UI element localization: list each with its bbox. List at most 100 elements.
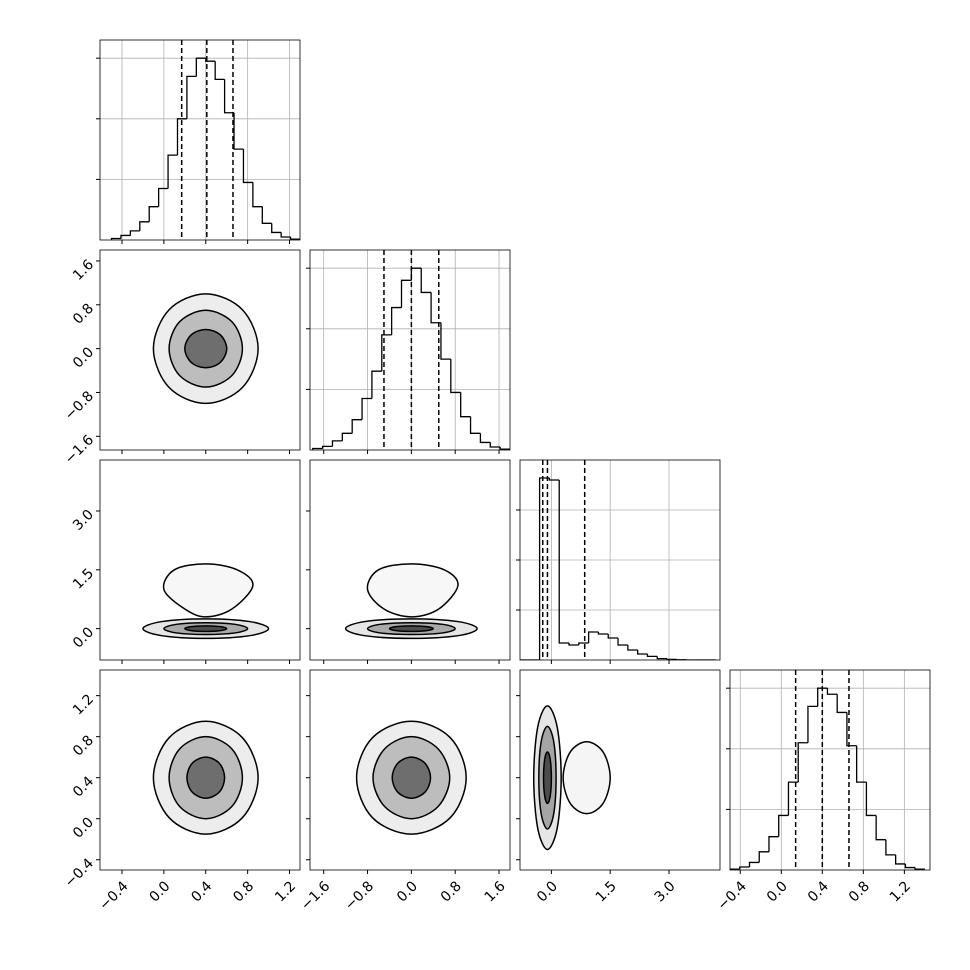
hist-step xyxy=(420,268,432,294)
hist-step xyxy=(894,854,906,865)
x-tick-label: 0.4 xyxy=(805,878,832,905)
hist-step xyxy=(321,445,333,449)
hist-step xyxy=(261,206,272,224)
y-tick-label: 0.8 xyxy=(70,301,97,328)
x-tick-label: −0.8 xyxy=(342,878,377,913)
hist-step xyxy=(280,232,291,238)
panel xyxy=(310,250,510,450)
x-tick-label: 1.2 xyxy=(887,878,914,905)
hist-step xyxy=(289,236,300,240)
hist-step xyxy=(381,334,392,372)
hist-step xyxy=(914,867,925,870)
hist-step xyxy=(195,57,206,77)
hist-step xyxy=(885,839,896,856)
hist-step xyxy=(730,868,740,870)
hist-step xyxy=(233,112,244,150)
hist-step xyxy=(271,223,282,234)
hist-step xyxy=(797,742,808,783)
contour xyxy=(542,751,553,805)
hist-step xyxy=(341,432,353,441)
panel-frame xyxy=(99,459,301,661)
hist-step xyxy=(331,440,343,447)
hist-step xyxy=(826,688,838,695)
hist-step xyxy=(351,419,363,434)
hist-step xyxy=(499,446,510,450)
x-tick-label: 0.0 xyxy=(764,878,791,905)
hist-step xyxy=(538,477,550,660)
hist-step xyxy=(846,712,857,747)
hist-step xyxy=(758,851,769,863)
contour xyxy=(562,741,611,815)
x-tick-label: 0.8 xyxy=(438,878,465,905)
hist-step xyxy=(371,370,382,399)
panel-frame xyxy=(99,39,301,241)
panel xyxy=(142,563,270,640)
hist-step xyxy=(787,781,799,816)
hist-step xyxy=(817,687,828,707)
hist-step xyxy=(110,237,121,240)
hist-step xyxy=(430,292,441,324)
panel xyxy=(520,460,720,660)
hist-step xyxy=(904,863,916,869)
hist-step xyxy=(646,654,658,658)
hist-step xyxy=(390,306,402,335)
hist-step xyxy=(558,480,570,644)
hist-step xyxy=(440,322,451,360)
hist-step xyxy=(167,154,178,189)
hist-step xyxy=(548,478,560,481)
panel xyxy=(100,40,300,240)
hist-step xyxy=(875,815,886,841)
panel xyxy=(532,705,611,851)
hist-step xyxy=(597,632,609,635)
y-tick-label: 0.0 xyxy=(70,814,97,841)
hist-step xyxy=(636,650,648,655)
panel xyxy=(344,563,478,640)
hist-step xyxy=(739,866,750,870)
x-tick-label: 1.6 xyxy=(482,878,509,905)
contour xyxy=(162,563,254,618)
x-tick-label: 0.0 xyxy=(146,878,173,905)
panel xyxy=(152,293,259,405)
y-tick-label: 1.5 xyxy=(70,566,97,593)
x-tick-label: −0.4 xyxy=(715,878,750,913)
x-tick-label: 1.2 xyxy=(272,878,299,905)
hist-step xyxy=(223,79,235,114)
panel-frame xyxy=(309,459,511,661)
x-tick-label: −1.6 xyxy=(298,878,333,913)
panel-frame xyxy=(729,669,931,871)
hist-step xyxy=(186,75,197,119)
y-tick-label: 3.0 xyxy=(70,507,97,534)
hist-step xyxy=(129,230,140,236)
contour xyxy=(186,756,226,799)
hist-step xyxy=(214,61,225,81)
contour xyxy=(366,563,459,618)
hist-step xyxy=(252,182,263,208)
x-tick-label: 0.4 xyxy=(188,878,215,905)
hist-step xyxy=(361,397,372,420)
y-tick-label: 0.4 xyxy=(70,773,97,800)
hist-step xyxy=(489,442,501,448)
x-tick-label: 1.5 xyxy=(593,878,620,905)
x-tick-label: 0.0 xyxy=(394,878,421,905)
panel-frame xyxy=(309,249,511,451)
hist-step xyxy=(617,638,628,646)
hist-step xyxy=(312,447,323,450)
x-tick-label: 0.8 xyxy=(846,878,873,905)
x-tick-label: 3.0 xyxy=(652,878,679,905)
panel-frame xyxy=(99,249,301,451)
hist-step xyxy=(768,836,779,852)
panel-frame xyxy=(519,669,721,871)
contour xyxy=(391,756,432,799)
hist-step xyxy=(148,206,159,222)
hist-step xyxy=(807,705,818,743)
hist-step xyxy=(578,642,589,645)
hist-step xyxy=(836,694,847,714)
hist-step xyxy=(120,234,131,239)
hist-step xyxy=(587,631,599,643)
hist-step xyxy=(157,187,169,207)
contour xyxy=(388,625,435,633)
y-tick-label: 0.8 xyxy=(70,732,97,759)
panel-frame xyxy=(99,669,301,871)
hist-step xyxy=(778,814,789,837)
